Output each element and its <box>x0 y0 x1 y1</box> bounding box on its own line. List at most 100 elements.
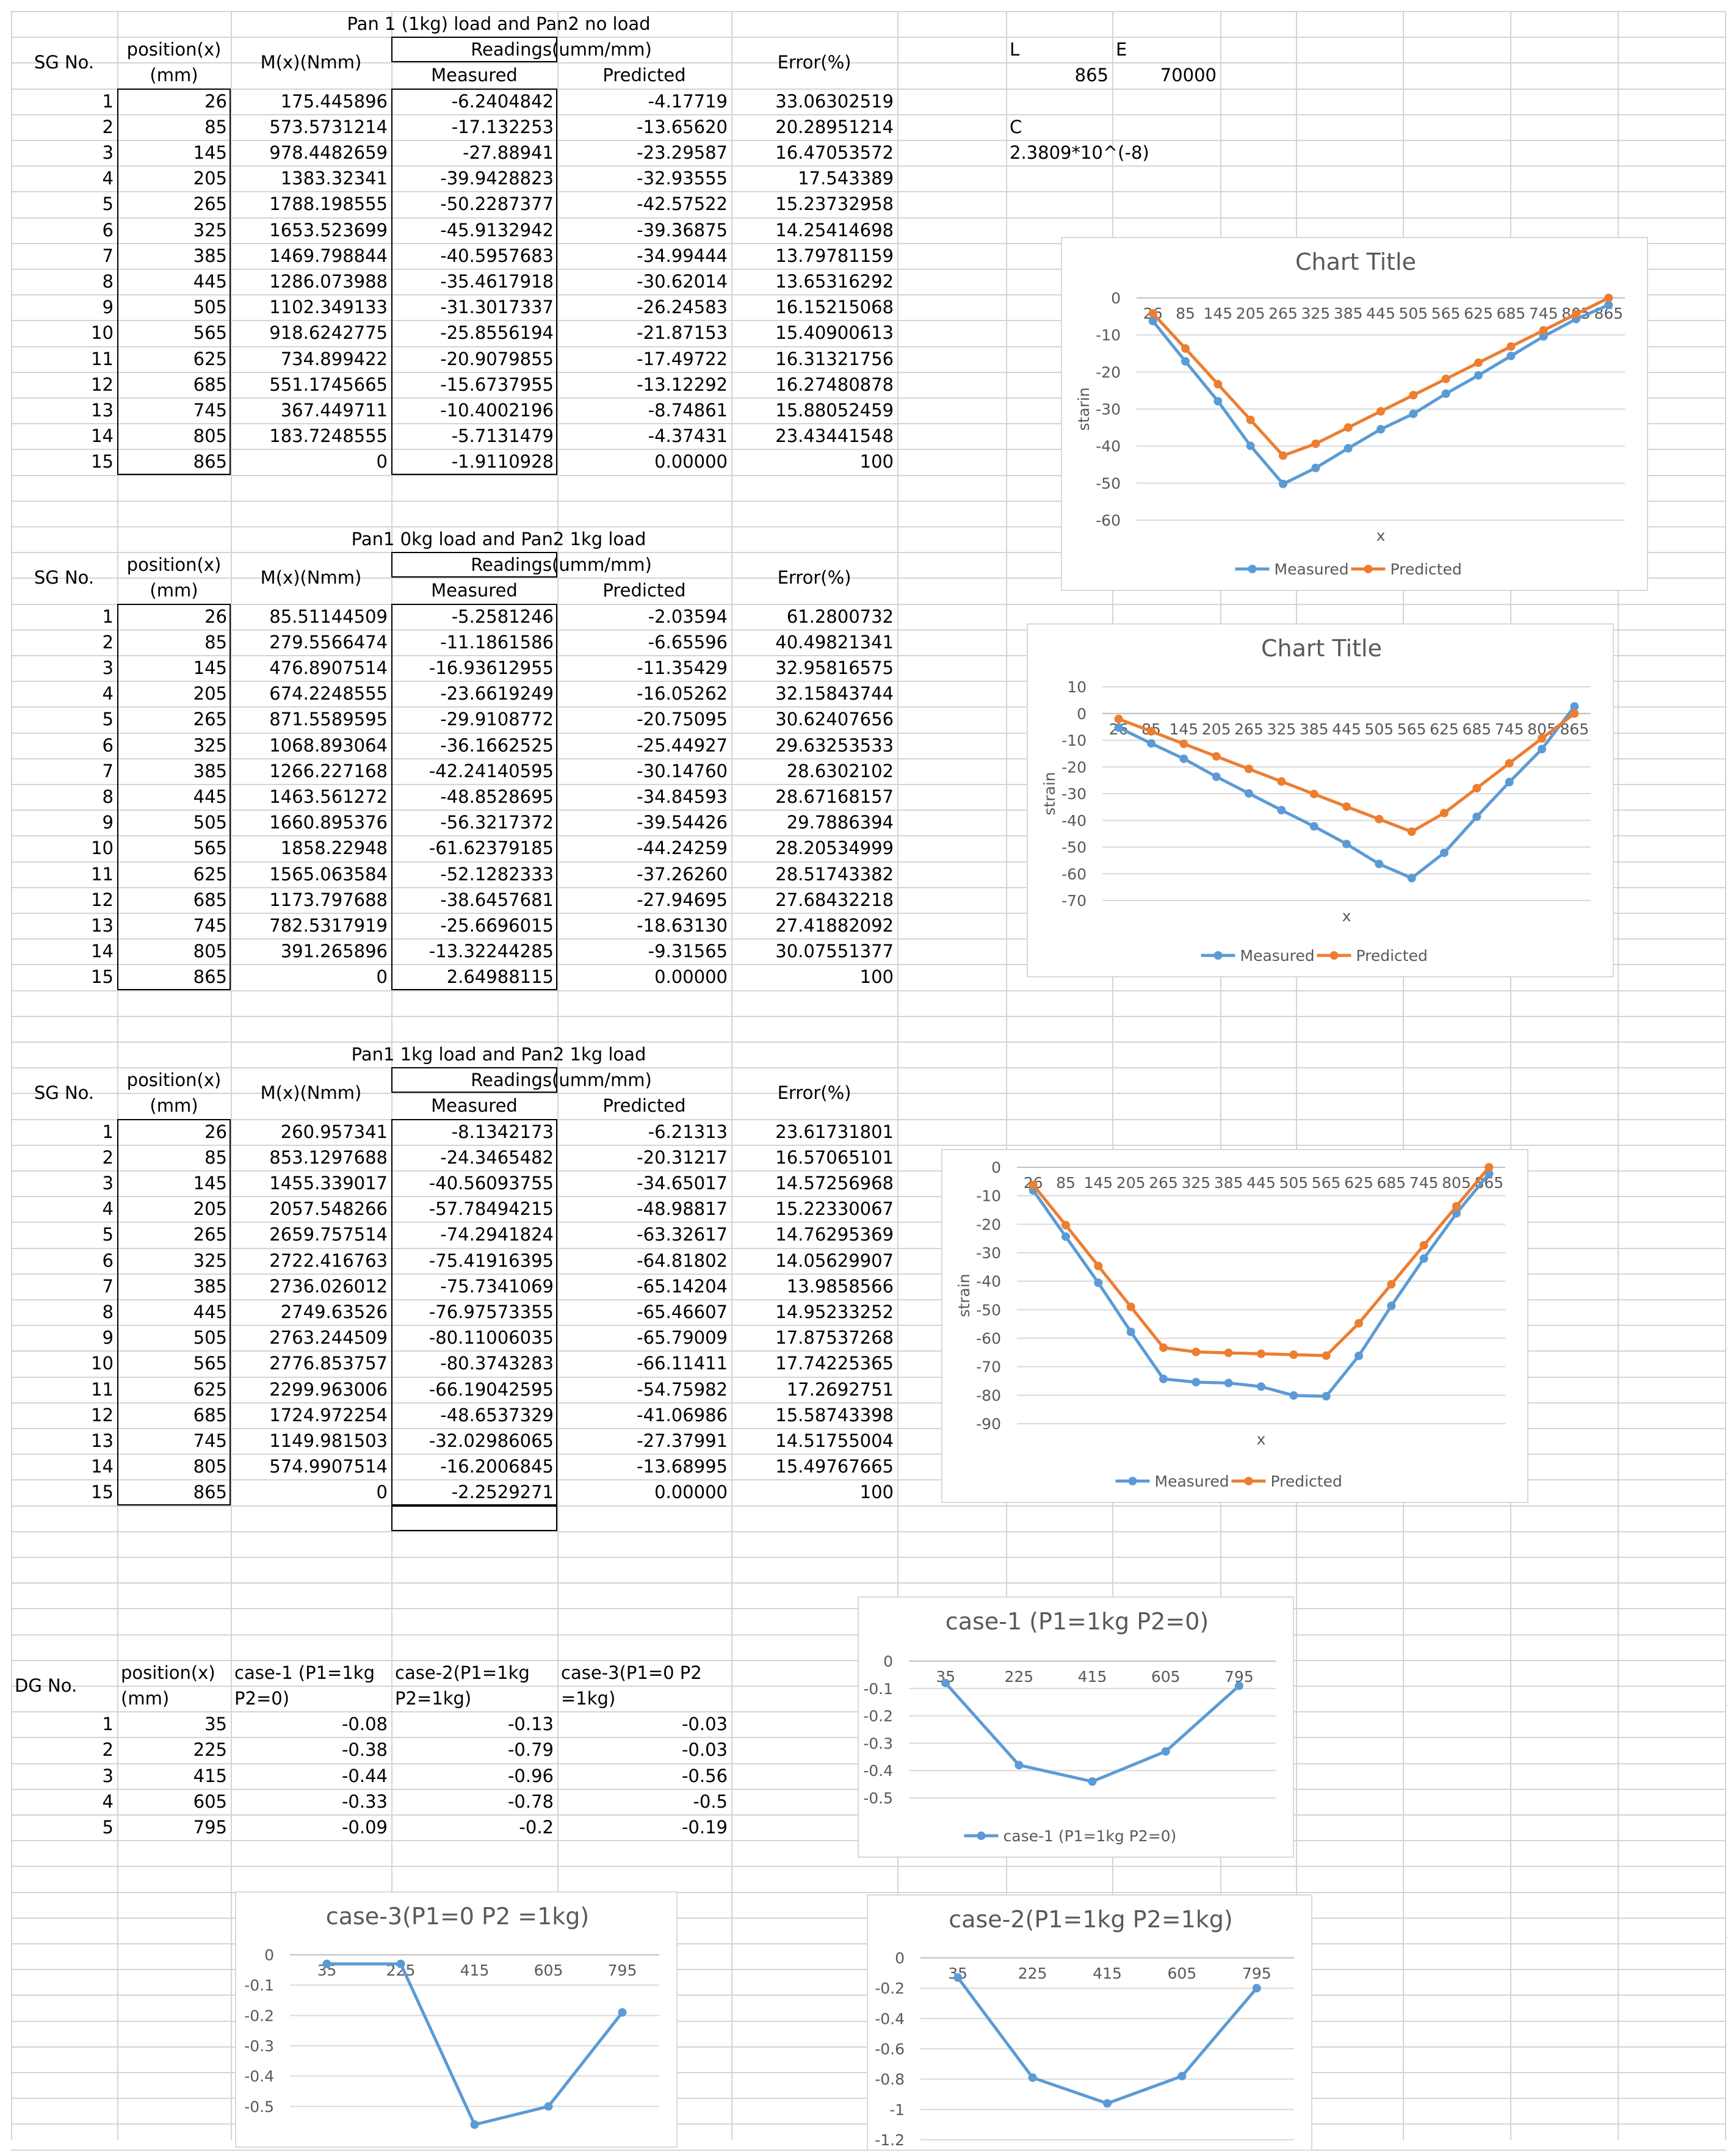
table-cell[interactable]: -18.63130 <box>637 915 728 936</box>
table-cell[interactable]: 3 <box>102 142 114 163</box>
table-cell[interactable]: 27.41882092 <box>775 915 894 936</box>
table-title[interactable]: Pan1 0kg load and Pan2 1kg load <box>351 529 646 549</box>
table-cell[interactable]: 14 <box>91 426 114 446</box>
table-cell[interactable]: 745 <box>193 915 227 936</box>
table-cell[interactable]: -48.8528695 <box>440 786 554 807</box>
header-readings[interactable]: Readings(umm/mm) <box>471 1070 652 1090</box>
table-cell[interactable]: 8 <box>102 1302 114 1322</box>
table-cell[interactable]: 265 <box>193 709 227 730</box>
table-cell[interactable]: 445 <box>193 271 227 292</box>
table-cell[interactable]: 1463.561272 <box>269 786 388 807</box>
table-cell[interactable]: 15.22330067 <box>775 1198 894 1219</box>
table-cell[interactable]: -1.9110928 <box>451 451 554 472</box>
table-cell[interactable]: 16.31321756 <box>775 349 894 369</box>
table-cell[interactable]: 175.445896 <box>280 91 388 112</box>
table-cell[interactable]: 17.74225365 <box>775 1353 894 1374</box>
table-cell[interactable]: 17.87537268 <box>775 1327 894 1348</box>
header-measured[interactable]: Measured <box>431 580 518 601</box>
table-cell[interactable]: -16.93612955 <box>429 658 554 678</box>
table-cell[interactable]: 978.4482659 <box>269 142 388 163</box>
table-cell[interactable]: 33.06302519 <box>775 91 894 112</box>
table-cell[interactable]: -40.56093755 <box>429 1173 554 1194</box>
table-cell[interactable]: 16.15215068 <box>775 297 894 317</box>
header-case2-b[interactable]: P2=1kg) <box>395 1688 472 1709</box>
table-cell[interactable]: 625 <box>193 864 227 885</box>
table-cell[interactable]: 85.51144509 <box>269 606 388 627</box>
table-cell[interactable]: 685 <box>193 889 227 910</box>
header-predicted[interactable]: Predicted <box>602 65 686 85</box>
table-cell[interactable]: 32.15843744 <box>775 683 894 704</box>
dg-cell[interactable]: -0.03 <box>681 1714 728 1734</box>
table-cell[interactable]: -35.4617918 <box>440 271 554 292</box>
table-cell[interactable]: 674.2248555 <box>269 683 388 704</box>
table-cell[interactable]: 10 <box>91 1353 114 1374</box>
dg-cell[interactable]: 605 <box>193 1791 227 1812</box>
table-cell[interactable]: 13 <box>91 1430 114 1451</box>
table-cell[interactable]: -16.05262 <box>637 683 728 704</box>
table-cell[interactable]: 26 <box>204 1121 227 1142</box>
table-cell[interactable]: 565 <box>193 322 227 343</box>
value-E[interactable]: 70000 <box>1160 65 1217 85</box>
table-cell[interactable]: 3 <box>102 1173 114 1194</box>
table-cell[interactable]: -34.84593 <box>637 786 728 807</box>
table-cell[interactable]: 23.43441548 <box>775 426 894 446</box>
table-cell[interactable]: 2659.757514 <box>269 1224 388 1245</box>
table-cell[interactable]: 7 <box>102 1276 114 1297</box>
table-cell[interactable]: 2749.63526 <box>280 1302 388 1322</box>
chart-6[interactable]: case-2(P1=1kg P2=1kg) 0 -0.2 -0.4 -0.6 -0.8 -1… <box>867 1894 1312 2151</box>
table-cell[interactable]: 85 <box>204 632 227 653</box>
table-cell[interactable]: -20.75095 <box>637 709 728 730</box>
value-L[interactable]: 865 <box>1074 65 1109 85</box>
table-cell[interactable]: 745 <box>193 400 227 421</box>
table-cell[interactable]: -42.57522 <box>637 194 728 214</box>
table-cell[interactable]: 27.68432218 <box>775 889 894 910</box>
header-predicted[interactable]: Predicted <box>602 580 686 601</box>
table-cell[interactable]: -75.7341069 <box>440 1276 554 1297</box>
header-case2[interactable]: case-2(P1=1kg <box>395 1662 530 1683</box>
table-cell[interactable]: 14.57256968 <box>775 1173 894 1194</box>
value-C[interactable]: 2.3809*10^(-8) <box>1010 142 1149 163</box>
table-cell[interactable]: 13.79781159 <box>775 245 894 266</box>
header-sg[interactable]: SG No. <box>34 1082 95 1103</box>
table-cell[interactable]: 14.76295369 <box>775 1224 894 1245</box>
table-cell[interactable]: -5.7131479 <box>451 426 554 446</box>
table-cell[interactable]: -61.62379185 <box>429 838 554 858</box>
table-cell[interactable]: 23.61731801 <box>775 1121 894 1142</box>
table-cell[interactable]: 13 <box>91 400 114 421</box>
table-cell[interactable]: 205 <box>193 683 227 704</box>
table-cell[interactable]: 7 <box>102 245 114 266</box>
table-cell[interactable]: 0.00000 <box>654 451 728 472</box>
table-cell[interactable]: 183.7248555 <box>269 426 388 446</box>
header-moment[interactable]: M(x)(Nmm) <box>260 52 362 73</box>
table-cell[interactable]: 145 <box>193 1173 227 1194</box>
table-cell[interactable]: -36.1662525 <box>440 735 554 756</box>
table-cell[interactable]: 2 <box>102 1147 114 1168</box>
table-cell[interactable]: 2299.963006 <box>269 1379 388 1400</box>
table-cell[interactable]: 29.7886394 <box>786 812 894 833</box>
table-cell[interactable]: 1724.972254 <box>269 1405 388 1426</box>
table-cell[interactable]: 1383.32341 <box>280 168 388 189</box>
table-cell[interactable]: 385 <box>193 1276 227 1297</box>
table-cell[interactable]: 871.5589595 <box>269 709 388 730</box>
table-cell[interactable]: 145 <box>193 142 227 163</box>
table-cell[interactable]: 9 <box>102 812 114 833</box>
table-cell[interactable]: 28.6302102 <box>786 761 894 781</box>
table-cell[interactable]: -13.68995 <box>637 1456 728 1477</box>
label-L[interactable]: L <box>1010 39 1020 60</box>
table-cell[interactable]: 15.88052459 <box>775 400 894 421</box>
table-cell[interactable]: 685 <box>193 374 227 395</box>
table-cell[interactable]: -11.35429 <box>637 658 728 678</box>
dg-cell[interactable]: -0.13 <box>507 1714 554 1734</box>
table-cell[interactable]: 865 <box>193 966 227 987</box>
table-cell[interactable]: 782.5317919 <box>269 915 388 936</box>
table-cell[interactable]: 2763.244509 <box>269 1327 388 1348</box>
table-cell[interactable]: 551.1745665 <box>269 374 388 395</box>
table-cell[interactable]: 30.62407656 <box>775 709 894 730</box>
chart-title[interactable]: case-2(P1=1kg P2=1kg) <box>949 1906 1232 1933</box>
table-cell[interactable]: 16.27480878 <box>775 374 894 395</box>
table-cell[interactable]: 15.58743398 <box>775 1405 894 1426</box>
dg-cell[interactable]: 415 <box>193 1766 227 1786</box>
table-cell[interactable]: 4 <box>102 1198 114 1219</box>
table-cell[interactable]: -23.29587 <box>637 142 728 163</box>
table-cell[interactable]: -31.3017337 <box>440 297 554 317</box>
